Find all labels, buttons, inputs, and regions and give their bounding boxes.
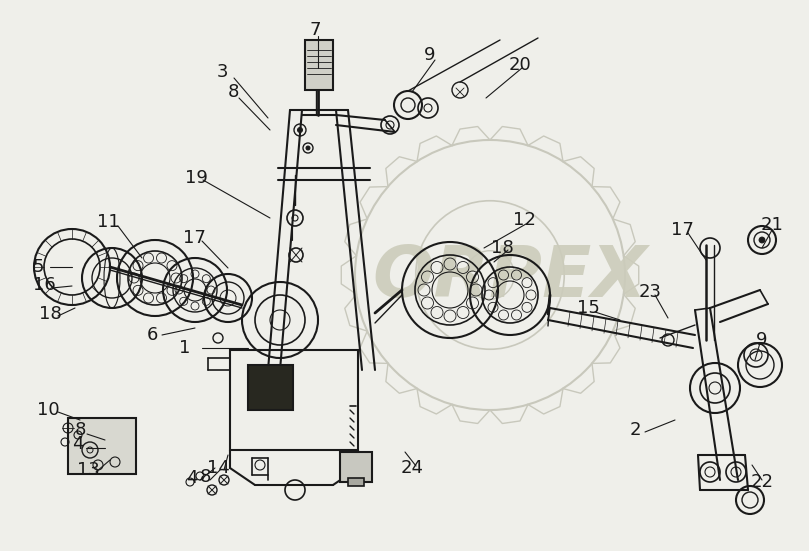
Text: 21: 21 xyxy=(760,216,783,234)
Text: 20: 20 xyxy=(509,56,532,74)
Bar xyxy=(248,365,293,410)
Text: 5: 5 xyxy=(32,258,44,276)
Bar xyxy=(340,452,372,482)
Text: 14: 14 xyxy=(206,459,230,477)
Text: 24: 24 xyxy=(400,459,423,477)
Text: 10: 10 xyxy=(36,401,59,419)
Text: 23: 23 xyxy=(638,283,662,301)
Bar xyxy=(305,40,333,90)
Text: 18: 18 xyxy=(490,239,514,257)
Text: 9: 9 xyxy=(756,331,768,349)
Bar xyxy=(348,478,364,486)
Text: 17: 17 xyxy=(183,229,205,247)
Bar xyxy=(68,418,136,474)
Text: 3: 3 xyxy=(216,63,228,81)
Circle shape xyxy=(759,237,765,243)
Text: ORPEX: ORPEX xyxy=(372,244,647,312)
Text: 4: 4 xyxy=(186,469,197,487)
Text: 2: 2 xyxy=(629,421,641,439)
Circle shape xyxy=(306,146,310,150)
Text: 7: 7 xyxy=(309,21,320,39)
Text: 8: 8 xyxy=(227,83,239,101)
Circle shape xyxy=(298,127,303,132)
Text: 12: 12 xyxy=(513,211,536,229)
Text: 1: 1 xyxy=(180,339,191,357)
Text: 22: 22 xyxy=(751,473,773,491)
Text: 16: 16 xyxy=(32,276,55,294)
Text: 18: 18 xyxy=(39,305,61,323)
Bar xyxy=(230,350,358,450)
Text: 4: 4 xyxy=(72,435,84,453)
Text: 8: 8 xyxy=(199,468,210,486)
Text: 11: 11 xyxy=(96,213,120,231)
Text: 9: 9 xyxy=(424,46,436,64)
Text: 17: 17 xyxy=(671,221,693,239)
Text: 13: 13 xyxy=(77,461,100,479)
Text: 15: 15 xyxy=(577,299,599,317)
Text: 6: 6 xyxy=(146,326,158,344)
Text: 8: 8 xyxy=(74,421,86,439)
Text: 19: 19 xyxy=(184,169,207,187)
